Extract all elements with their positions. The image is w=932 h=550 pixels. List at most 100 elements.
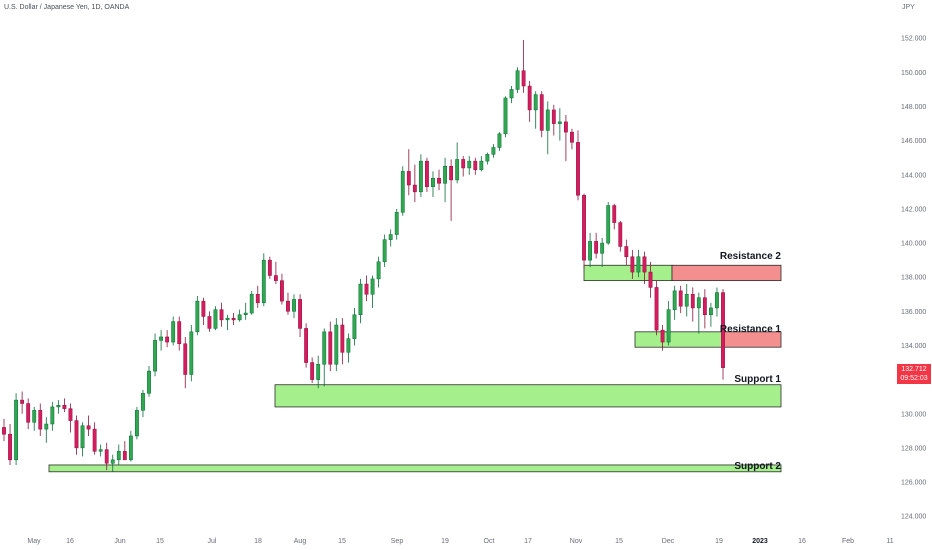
candle-body [292, 299, 296, 312]
candle [485, 152, 490, 165]
candle [249, 290, 254, 315]
candle [551, 104, 556, 136]
candle [14, 393, 18, 465]
candle [261, 253, 266, 307]
candle [721, 289, 725, 380]
candle [491, 144, 496, 158]
candle [128, 430, 133, 462]
price-tick-label: 146.000 [901, 138, 926, 145]
candle-body [473, 160, 478, 170]
zone-labels: Resistance 2 Resistance 1 Support 1 Support… [720, 251, 782, 472]
candle [630, 249, 635, 279]
candle [557, 108, 562, 141]
candle [165, 330, 170, 348]
candle [207, 311, 212, 332]
candle-body [2, 427, 6, 435]
candle [92, 422, 97, 455]
candle-body [273, 275, 278, 281]
candle-body [153, 340, 157, 372]
candle [618, 220, 623, 252]
candle [98, 444, 103, 457]
candle-body [624, 246, 629, 257]
candle-body [50, 406, 55, 425]
price-tick-label: 152.000 [901, 36, 926, 43]
candle [515, 67, 520, 93]
candle-body [642, 256, 647, 273]
candle [292, 294, 296, 319]
zone-resistance-part [671, 264, 782, 282]
candle [672, 285, 677, 320]
candle-body [648, 271, 653, 288]
candle-body [370, 278, 375, 295]
time-tick-label: Aug [294, 538, 307, 545]
candle-body [600, 242, 605, 254]
candle [521, 39, 526, 93]
candle-body [630, 256, 635, 273]
candle-body [110, 459, 115, 464]
candle [412, 164, 417, 203]
candle-body [721, 292, 725, 368]
candle [443, 157, 447, 203]
zone-label: Support 2 [734, 461, 781, 472]
time-tick-label: Dec [662, 538, 675, 545]
candle-body [322, 331, 327, 365]
candle [642, 251, 647, 285]
candle-body [316, 364, 321, 380]
time-tick-label: 11 [886, 538, 893, 545]
time-tick-label: 18 [254, 538, 262, 545]
candle [437, 169, 441, 191]
candle-body [678, 290, 683, 307]
time-tick-label: 15 [338, 538, 346, 545]
candle-body [497, 133, 502, 148]
price-tick-label: 140.000 [901, 241, 926, 248]
axis-currency: JPY [902, 4, 915, 11]
candle-body [636, 256, 641, 273]
candle-body [62, 404, 67, 409]
zone-support [274, 384, 782, 408]
zone-support-part [583, 264, 673, 282]
candle-body [135, 410, 139, 437]
candle [473, 157, 478, 175]
candle [509, 86, 514, 104]
candle-body [545, 109, 550, 131]
candle [32, 406, 37, 431]
candle-body [255, 294, 260, 304]
candle-body [376, 261, 381, 280]
candle-body [183, 343, 188, 375]
price-tick-label: 138.000 [901, 275, 926, 282]
time-tick-label: 19 [715, 538, 723, 545]
candle [50, 401, 55, 431]
candle [600, 237, 605, 267]
candle [219, 302, 224, 327]
time-axis: May 16 Jun 15 Jul 18 Aug 15 Sep 19 Oct 17 Nov 15 Dec 19… [27, 538, 893, 545]
candle [110, 454, 115, 472]
candle [104, 442, 109, 471]
candle-body [310, 362, 315, 380]
price-tick-label: 144.000 [901, 172, 926, 179]
candle-body [425, 160, 429, 187]
candle [213, 306, 218, 331]
candle [570, 128, 574, 150]
candle-body [237, 314, 242, 321]
time-tick-label: Oct [484, 538, 495, 545]
candle-body [267, 259, 272, 276]
candle-body [225, 317, 230, 321]
price-tick-label: 134.000 [901, 343, 926, 350]
candle [267, 256, 272, 279]
candle [588, 232, 592, 267]
candle-body [461, 159, 466, 169]
chart-title: U.S. Dollar / Japanese Yen, 1D, OANDA [4, 4, 130, 11]
zone-label: Resistance 2 [720, 251, 782, 262]
candle-body [582, 195, 586, 261]
candle-body [116, 451, 121, 461]
candle-body [443, 166, 447, 184]
candle [316, 355, 321, 389]
price-tick-label: 130.000 [901, 411, 926, 418]
candle [86, 415, 91, 436]
candle [183, 336, 188, 389]
zone-label: Support 1 [734, 374, 781, 385]
candle-body [147, 370, 151, 394]
time-tick-label: 19 [441, 538, 449, 545]
candle-body [702, 297, 707, 316]
